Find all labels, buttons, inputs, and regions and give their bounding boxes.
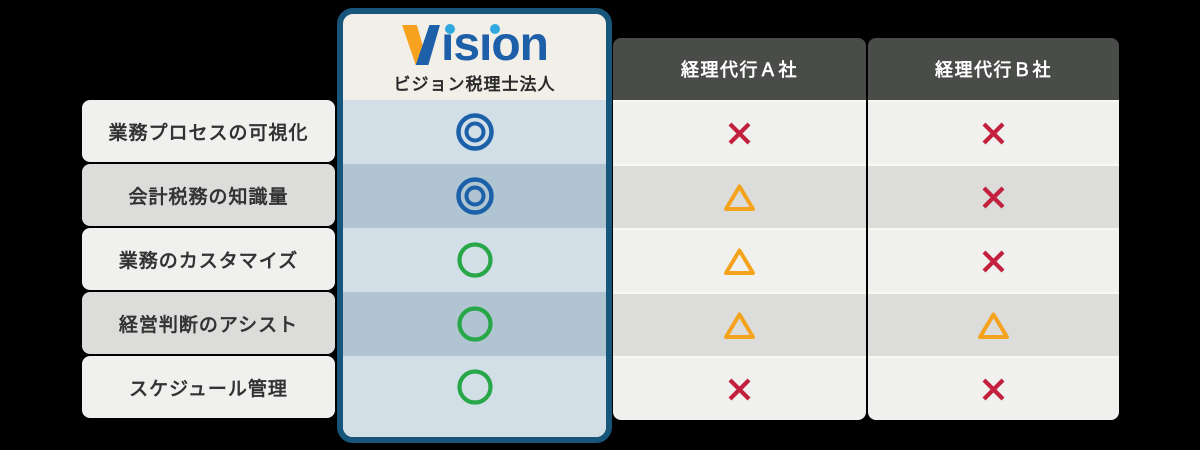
- table-cell: [613, 228, 866, 292]
- logo-i-dot-icon: [444, 24, 455, 34]
- rating-icon: [980, 376, 1007, 403]
- company-b-label: 経理代行Ｂ社: [935, 60, 1052, 80]
- table-cell: [343, 164, 606, 228]
- rating-icon: [980, 248, 1007, 275]
- table-cell: [343, 100, 606, 164]
- criteria-row: 業務プロセスの可視化: [82, 100, 335, 162]
- vision-logo-v-icon: [402, 25, 440, 65]
- criteria-label: 会計税務の知識量: [128, 186, 289, 208]
- criteria-row: 会計税務の知識量: [82, 164, 335, 226]
- rating-icon: [455, 112, 495, 152]
- rating-icon: [980, 184, 1007, 211]
- rating-icon: [723, 311, 756, 340]
- criteria-column: 業務プロセスの可視化 会計税務の知識量 業務のカスタマイズ 経営判断のアシスト …: [82, 100, 335, 420]
- company-a-column: 経理代行Ａ社: [613, 38, 866, 420]
- rating-icon: [726, 120, 753, 147]
- vision-subtitle: ビジョン税理士法人: [393, 75, 556, 94]
- table-cell: [613, 100, 866, 164]
- table-cell: [613, 164, 866, 228]
- criteria-label: スケジュール管理: [129, 378, 288, 400]
- rating-icon: [723, 247, 756, 276]
- rating-icon: [723, 183, 756, 212]
- table-cell: [868, 356, 1119, 420]
- company-a-label: 経理代行Ａ社: [681, 60, 798, 80]
- table-cell: [613, 292, 866, 356]
- company-a-header: 経理代行Ａ社: [613, 38, 866, 100]
- criteria-row: 業務のカスタマイズ: [82, 228, 335, 290]
- table-cell: [868, 292, 1119, 356]
- table-cell: [343, 292, 606, 356]
- logo-i-dot-icon: [489, 24, 500, 34]
- vision-header: ısıon ビジョン税理士法人: [343, 14, 606, 100]
- rating-icon: [726, 376, 753, 403]
- table-cell: [868, 100, 1119, 164]
- criteria-label: 業務プロセスの可視化: [108, 122, 309, 144]
- rating-cell: [456, 356, 494, 418]
- table-cell: [868, 228, 1119, 292]
- criteria-label: 経営判断のアシスト: [118, 314, 299, 336]
- vision-column: ısıon ビジョン税理士法人: [337, 8, 612, 443]
- logo-v-right-stroke: [415, 25, 440, 65]
- criteria-row: スケジュール管理: [82, 356, 335, 418]
- vision-logo: ısıon: [401, 21, 549, 69]
- table-cell: [613, 356, 866, 420]
- rating-icon: [977, 311, 1010, 340]
- rating-icon: [980, 120, 1007, 147]
- criteria-label: 業務のカスタマイズ: [118, 250, 299, 272]
- rating-icon: [456, 241, 494, 279]
- table-cell: [868, 164, 1119, 228]
- rating-icon: [456, 305, 494, 343]
- rating-icon: [455, 176, 495, 216]
- company-b-column: 経理代行Ｂ社: [868, 38, 1119, 420]
- rating-icon: [456, 368, 494, 406]
- company-b-header: 経理代行Ｂ社: [868, 38, 1119, 100]
- table-cell: [343, 356, 606, 437]
- criteria-row: 経営判断のアシスト: [82, 292, 335, 354]
- table-cell: [343, 228, 606, 292]
